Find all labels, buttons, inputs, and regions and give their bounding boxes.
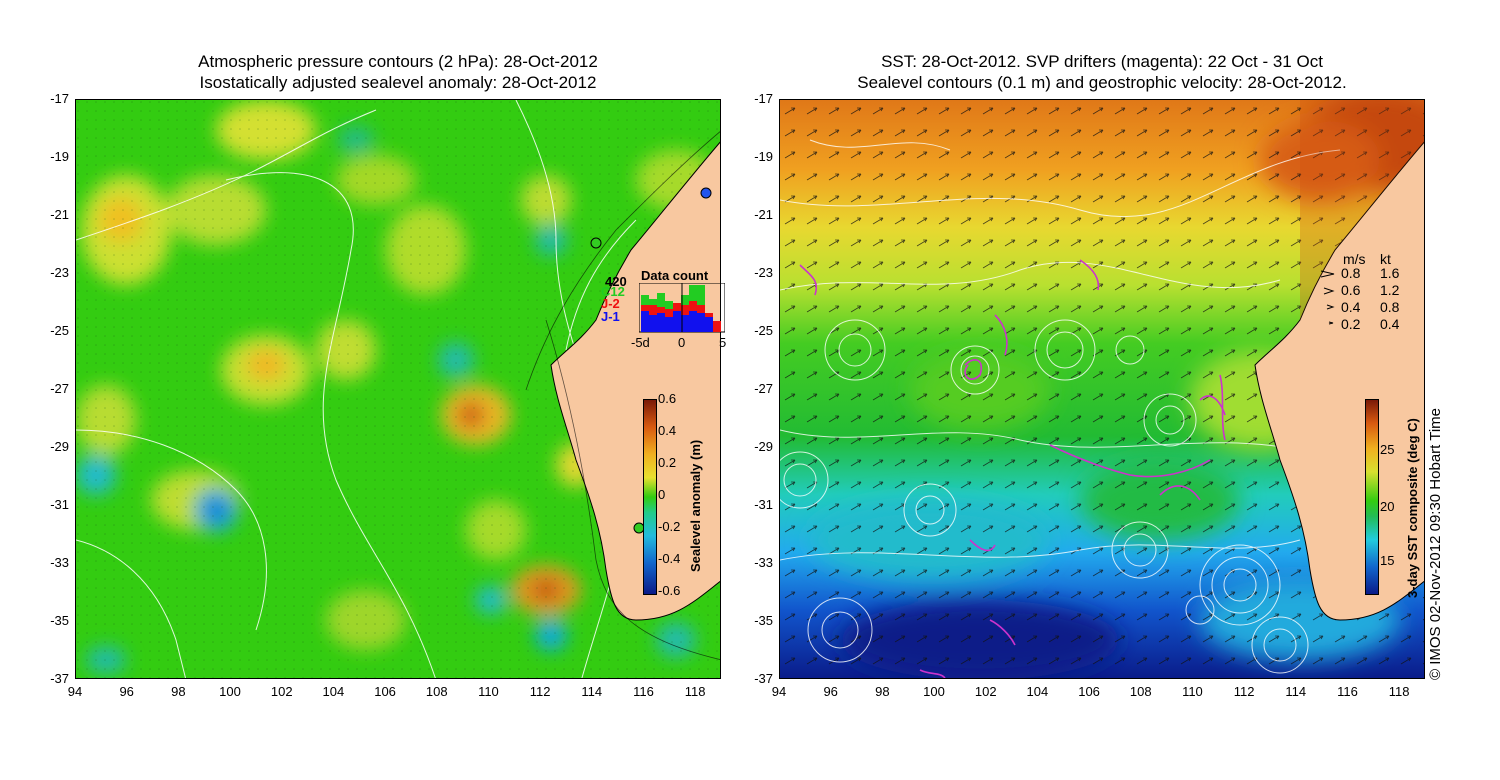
left-lat-tick: -23 <box>50 265 69 280</box>
right-lat-tick: -33 <box>754 555 773 570</box>
left-lon-tick: 98 <box>171 684 186 699</box>
legend-header-kt: kt <box>1380 251 1391 267</box>
sealevel-colorbar-gradient <box>643 399 657 595</box>
imos-credit: © IMOS 02-Nov-2012 09:30 Hobart Time <box>1427 407 1444 680</box>
data-count-title: Data count <box>641 268 709 283</box>
left-lat-tick: -37 <box>50 671 69 686</box>
left-lon-tick: 108 <box>425 684 448 699</box>
sst-colorbar-label: 3-day SST composite (deg C) <box>1405 418 1420 598</box>
sealevel-anomaly-map <box>75 99 721 679</box>
legend-ms-value: 0.6 <box>1341 282 1361 298</box>
australia-landmass <box>1254 141 1424 621</box>
cbar-tick: 0 <box>658 487 666 502</box>
right-lat-tick: -27 <box>754 381 773 396</box>
cbar-tick: 0.2 <box>658 455 677 470</box>
sealevel-colorbar-label: Sealevel anomaly (m) <box>688 439 703 572</box>
left-lon-tick: 100 <box>219 684 241 699</box>
right-lon-tick: 106 <box>1078 684 1100 699</box>
cbar-tick: 20 <box>1380 499 1395 514</box>
left-lat-tick: -21 <box>50 207 69 222</box>
left-lat-tick: -27 <box>50 381 69 396</box>
legend-ms-value: 0.8 <box>1341 265 1361 281</box>
left-lon-tick: 106 <box>374 684 396 699</box>
left-lon-tick: 112 <box>529 684 551 699</box>
sst-map <box>779 99 1425 679</box>
right-lat-tick: -17 <box>754 91 773 106</box>
left-lon-tick: 104 <box>322 684 345 699</box>
sst-colorbar-gradient <box>1365 399 1379 595</box>
right-lat-tick: -25 <box>754 323 773 338</box>
left-lon-tick: 116 <box>633 684 654 699</box>
cbar-tick: -0.4 <box>658 551 681 566</box>
left-lat-tick: -31 <box>50 497 69 512</box>
right-lon-tick: 100 <box>923 684 945 699</box>
legend-kt-value: 0.4 <box>1380 316 1400 332</box>
right-lat-tick: -19 <box>754 149 773 164</box>
left-lat-tick: -25 <box>50 323 69 338</box>
legend-ms-value: 0.4 <box>1341 299 1361 315</box>
cbar-tick: 0.4 <box>658 423 677 438</box>
cbar-tick: -0.2 <box>658 519 681 534</box>
right-title-line2: Sealevel contours (0.1 m) and geostrophi… <box>857 73 1347 92</box>
left-lon-tick: 114 <box>581 684 603 699</box>
sst-field <box>780 100 1424 678</box>
data-count-max-label: 420 <box>605 274 627 289</box>
cbar-tick: 0.6 <box>658 391 677 406</box>
right-lon-tick: 98 <box>875 684 890 699</box>
legend-kt-value: 1.6 <box>1380 265 1400 281</box>
left-lat-tick: -17 <box>50 91 69 106</box>
right-lon-tick: 114 <box>1285 684 1307 699</box>
series-label-j1: J-1 <box>601 309 620 324</box>
right-map-title: SST: 28-Oct-2012. SVP drifters (magenta)… <box>779 51 1425 93</box>
histogram-tick-zero: 0 <box>678 335 686 350</box>
left-title-line1: Atmospheric pressure contours (2 hPa): 2… <box>198 52 598 71</box>
histogram-tick-right: 5 <box>719 335 727 350</box>
right-lon-tick: 110 <box>1182 684 1203 699</box>
sealevel-anomaly-field <box>76 100 720 678</box>
cbar-tick: 25 <box>1380 442 1395 457</box>
legend-ms-value: 0.2 <box>1341 316 1361 332</box>
legend-header-ms: m/s <box>1343 251 1366 267</box>
left-lat-tick: -29 <box>50 439 69 454</box>
cbar-tick: 15 <box>1380 553 1395 568</box>
left-map-title: Atmospheric pressure contours (2 hPa): 2… <box>75 51 721 93</box>
left-lat-tick: -33 <box>50 555 69 570</box>
right-lon-tick: 102 <box>974 684 997 699</box>
data-count-histogram <box>639 283 725 333</box>
right-lat-tick: -35 <box>754 613 773 628</box>
series-label-j2: J-2 <box>601 296 620 311</box>
series-label-c12: C12 <box>601 284 625 299</box>
right-lat-tick: -23 <box>754 265 773 280</box>
right-lon-tick: 108 <box>1129 684 1152 699</box>
velocity-legend-arrows <box>1320 270 1335 325</box>
legend-kt-value: 1.2 <box>1380 282 1400 298</box>
right-lon-tick: 104 <box>1026 684 1049 699</box>
cbar-tick: -0.6 <box>658 583 681 598</box>
right-lat-tick: -29 <box>754 439 773 454</box>
left-lon-tick: 102 <box>270 684 293 699</box>
right-lat-tick: -21 <box>754 207 773 222</box>
left-lon-tick: 94 <box>67 684 83 699</box>
right-lon-tick: 96 <box>823 684 838 699</box>
left-lon-tick: 110 <box>478 684 499 699</box>
left-lat-tick: -35 <box>50 613 69 628</box>
right-title-line1: SST: 28-Oct-2012. SVP drifters (magenta)… <box>881 52 1323 71</box>
australia-landmass <box>550 141 720 621</box>
left-title-line2: Isostatically adjusted sealevel anomaly:… <box>199 73 597 92</box>
left-lon-tick: 96 <box>119 684 134 699</box>
histogram-tick-left: -5d <box>631 335 650 350</box>
right-lon-tick: 94 <box>771 684 787 699</box>
right-lon-tick: 118 <box>1388 684 1410 699</box>
right-lat-tick: -31 <box>754 497 773 512</box>
legend-kt-value: 0.8 <box>1380 299 1400 315</box>
right-lon-tick: 116 <box>1337 684 1358 699</box>
right-lon-tick: 112 <box>1233 684 1255 699</box>
left-lon-tick: 118 <box>684 684 706 699</box>
left-lat-tick: -19 <box>50 149 69 164</box>
right-lat-tick: -37 <box>754 671 773 686</box>
